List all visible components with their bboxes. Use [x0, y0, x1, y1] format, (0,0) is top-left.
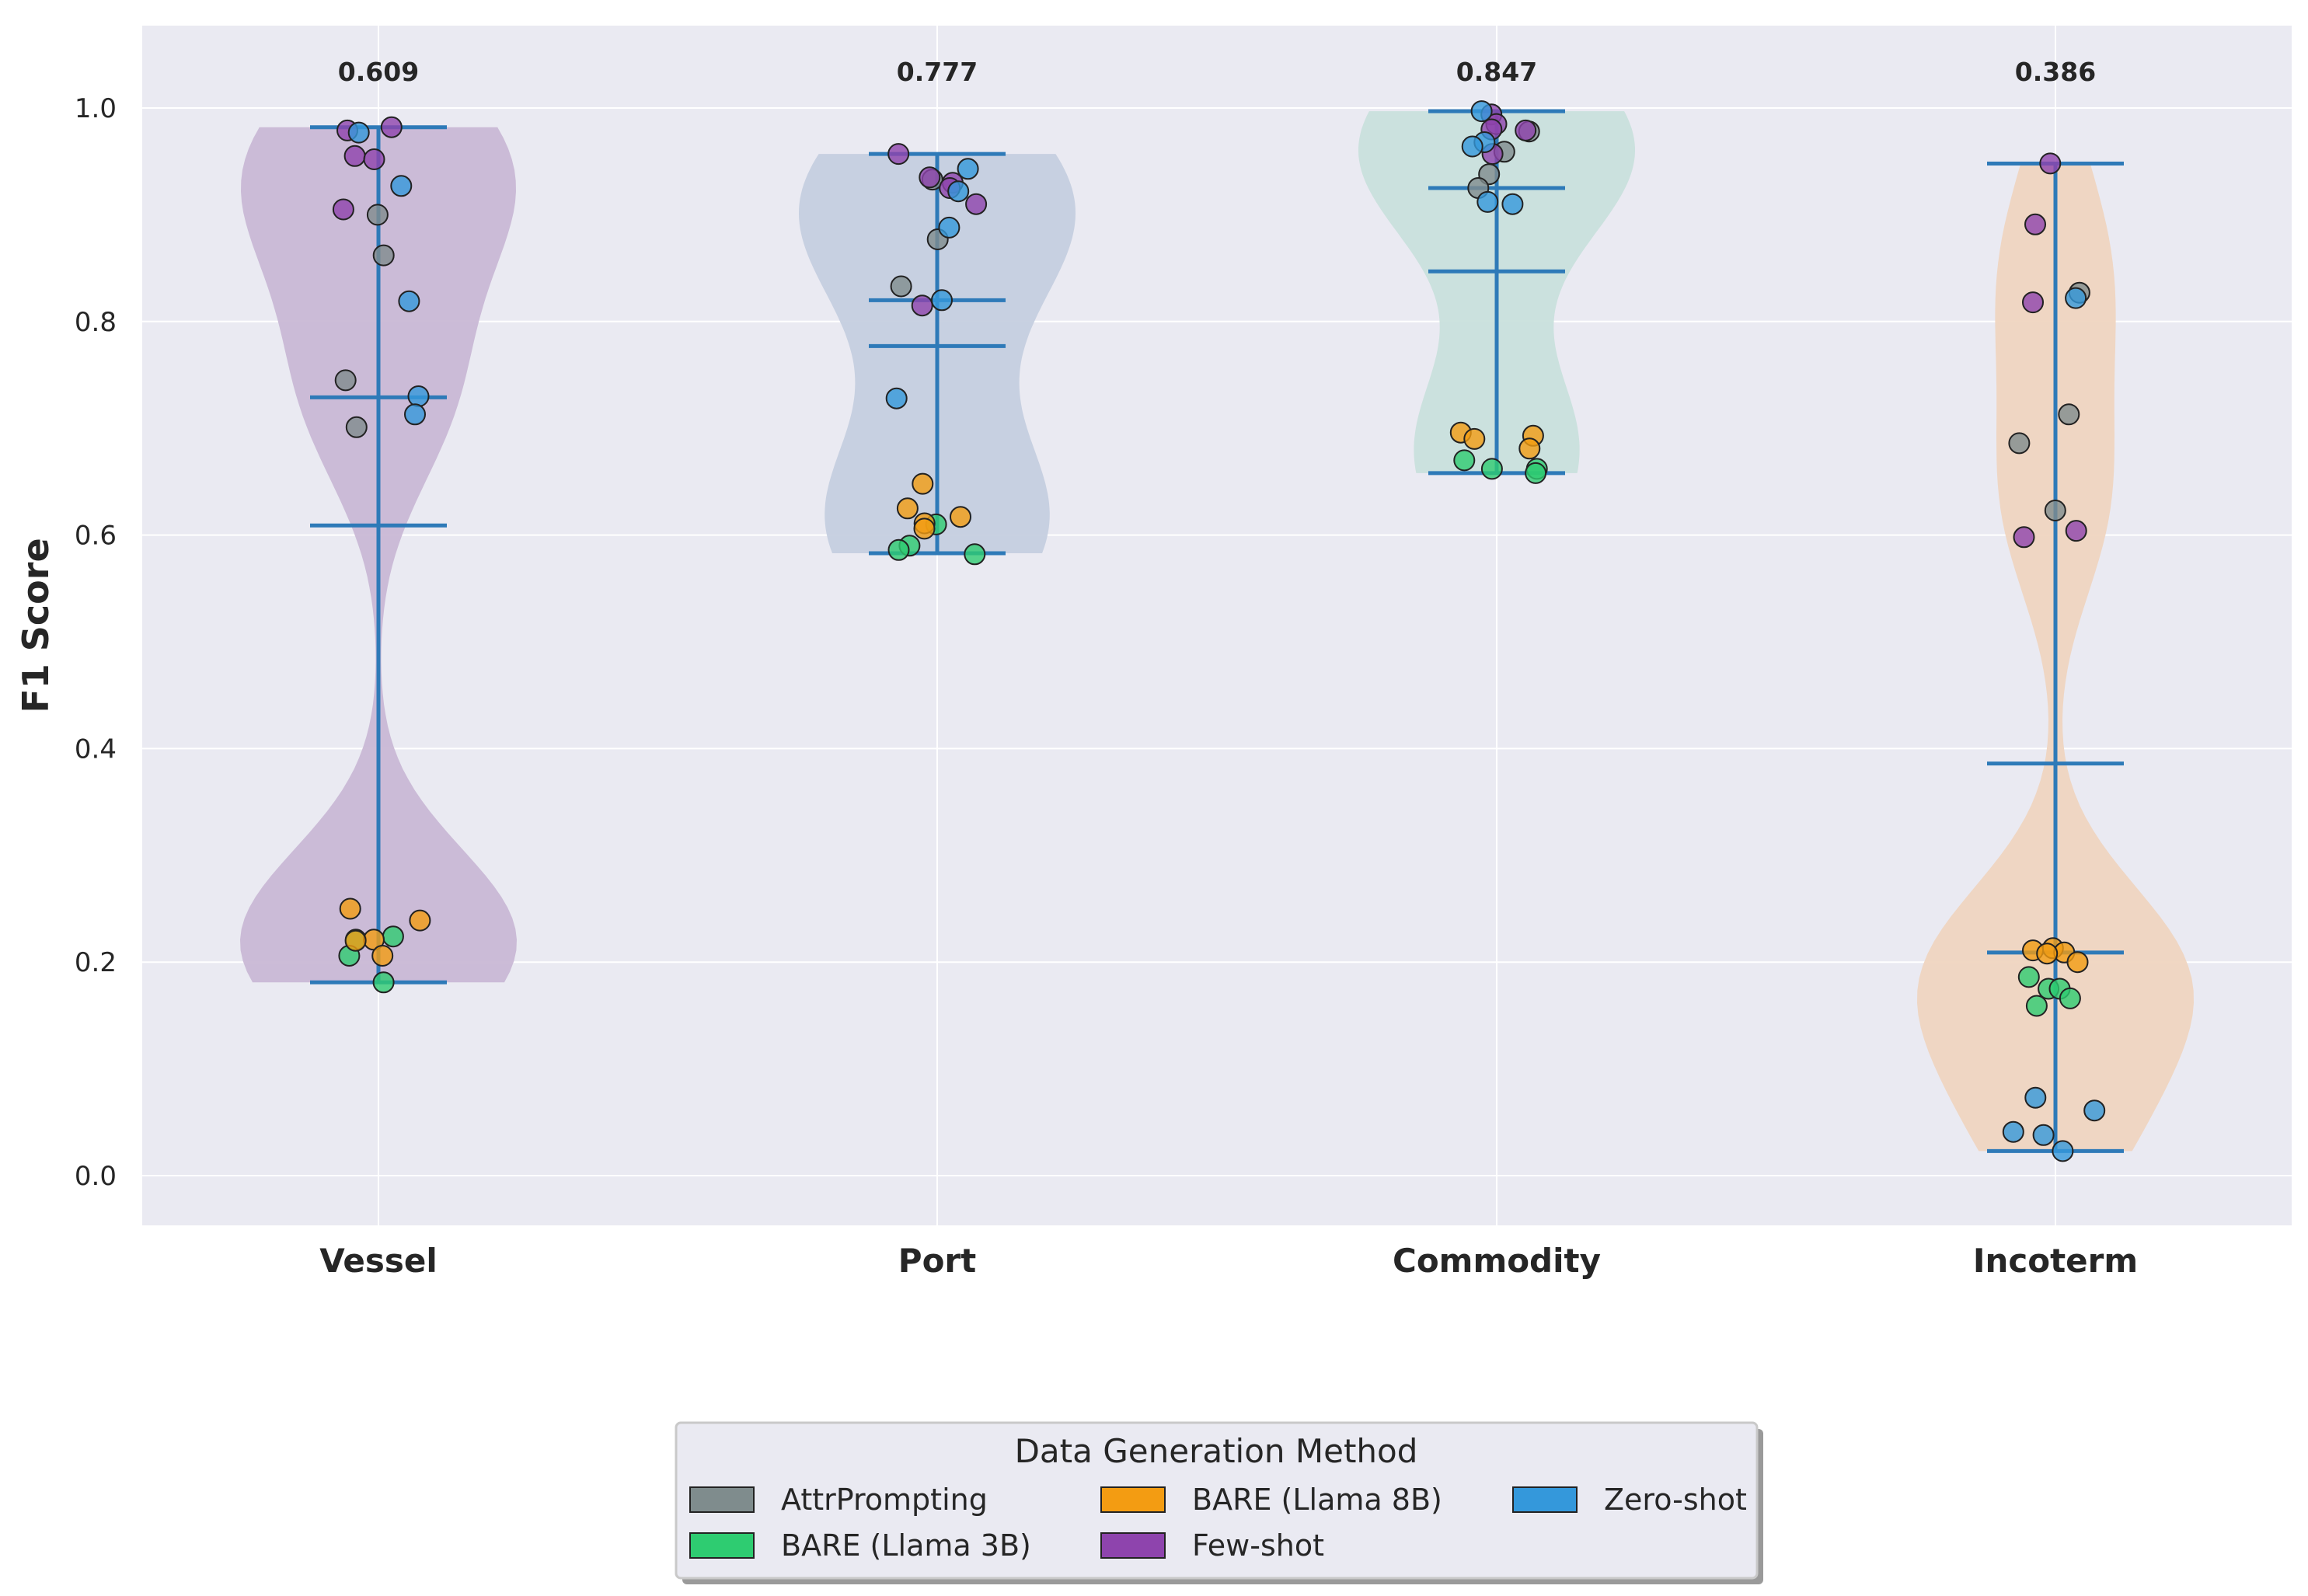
data-point: [938, 216, 961, 239]
y-tick-label: 0.4: [75, 734, 117, 765]
data-point: [2024, 1086, 2047, 1109]
legend-box: [675, 1421, 1759, 1580]
data-point: [1480, 458, 1503, 480]
legend-swatch: [689, 1532, 755, 1559]
data-point: [1461, 135, 1483, 158]
data-point: [1463, 427, 1486, 450]
median-label: 0.847: [1456, 57, 1537, 87]
data-point: [919, 166, 941, 189]
data-point: [347, 121, 370, 144]
data-point: [1525, 462, 1547, 484]
data-point: [2013, 526, 2035, 549]
x-tick-label: Vessel: [319, 1242, 438, 1280]
data-point: [2059, 987, 2081, 1009]
y-tick-label: 0.0: [75, 1161, 117, 1192]
data-point: [332, 198, 354, 221]
legend-items: AttrPrompting BARE (Llama 3B) BARE (Llama …: [689, 1483, 1747, 1563]
legend-swatch: [1512, 1486, 1578, 1513]
data-point: [404, 403, 426, 426]
data-point: [957, 158, 979, 180]
data-point: [390, 175, 413, 197]
data-point: [407, 385, 430, 407]
data-point: [2066, 951, 2089, 974]
legend-title: Data Generation Method: [1015, 1432, 1418, 1470]
legend: Data Generation Method AttrPrompting BARE…: [675, 1421, 1763, 1584]
data-point: [964, 543, 986, 566]
y-axis-title: F1 Score: [15, 538, 57, 713]
data-point: [890, 275, 912, 298]
legend-swatch: [1100, 1532, 1166, 1559]
data-point: [2024, 213, 2046, 235]
data-point: [950, 506, 971, 528]
data-point: [2022, 291, 2044, 314]
y-tick-label: 0.6: [75, 521, 117, 552]
data-point: [382, 925, 404, 948]
y-tick-label: 0.2: [75, 947, 117, 978]
data-point: [371, 945, 394, 967]
data-point: [363, 148, 385, 170]
data-point: [2044, 500, 2066, 521]
data-point: [343, 145, 366, 167]
data-point: [1470, 100, 1493, 123]
legend-label: Zero-shot: [1604, 1483, 1747, 1517]
data-point: [1518, 437, 1541, 460]
data-point: [2052, 1140, 2074, 1162]
legend-label: BARE (Llama 8B): [1192, 1483, 1442, 1517]
data-point: [912, 472, 934, 495]
x-tick-label: Port: [898, 1242, 976, 1280]
data-point: [887, 143, 910, 166]
data-point: [2065, 287, 2087, 309]
data-point: [913, 517, 936, 540]
median-label: 0.777: [897, 57, 978, 87]
median-label: 0.609: [338, 57, 419, 87]
data-point: [2002, 1120, 2024, 1143]
legend-swatch: [689, 1486, 755, 1513]
data-point: [372, 244, 395, 267]
data-point: [2025, 995, 2048, 1017]
data-point: [1501, 193, 1524, 215]
legend-swatch: [1100, 1486, 1166, 1513]
y-tick-label: 1.0: [75, 93, 117, 124]
data-point: [409, 909, 431, 932]
median-label: 0.386: [2015, 57, 2096, 87]
y-tick-label: 0.8: [75, 307, 117, 338]
data-point: [398, 290, 420, 312]
data-point: [334, 369, 357, 392]
data-point: [947, 180, 970, 203]
data-point: [887, 538, 910, 561]
data-point: [380, 116, 403, 138]
data-point: [2032, 1124, 2055, 1146]
data-point: [2065, 520, 2087, 542]
data-point: [1476, 190, 1499, 213]
data-points: [332, 100, 2106, 1162]
legend-label: BARE (Llama 3B): [781, 1528, 1031, 1563]
data-point: [1453, 449, 1476, 472]
legend-label: AttrPrompting: [781, 1483, 988, 1517]
data-point: [345, 416, 368, 438]
data-point: [2008, 432, 2031, 455]
data-point: [911, 294, 933, 317]
data-point: [2039, 152, 2062, 175]
data-point: [339, 897, 361, 920]
labels: 0.0 0.2 0.4 0.6 0.8 1.0 Vessel 0.609 Port 0.777 Co…: [75, 57, 2138, 1280]
data-point: [931, 289, 953, 312]
data-point: [2017, 966, 2040, 988]
data-point: [2058, 403, 2080, 426]
legend-label: Few-shot: [1192, 1528, 1324, 1563]
data-point: [965, 193, 988, 215]
data-point: [372, 971, 395, 994]
data-point: [2083, 1099, 2106, 1122]
x-tick-label: Commodity: [1393, 1242, 1601, 1280]
data-point: [896, 497, 919, 520]
data-point: [2036, 943, 2059, 965]
data-point: [1515, 119, 1537, 141]
data-point: [885, 387, 908, 409]
x-tick-label: Incoterm: [1973, 1242, 2138, 1280]
data-point: [344, 929, 367, 952]
data-point: [366, 204, 389, 226]
